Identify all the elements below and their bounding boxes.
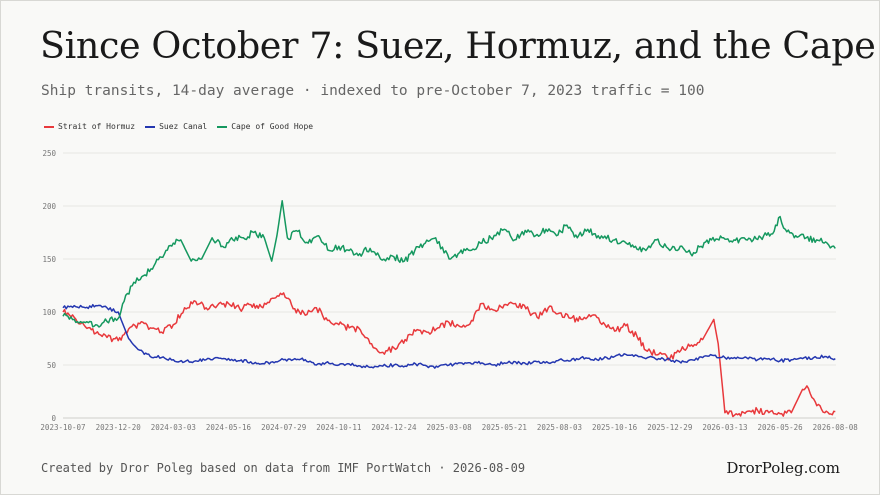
legend-item-suez: Suez Canal	[145, 122, 207, 131]
legend-label-hormuz: Strait of Hormuz	[58, 122, 136, 131]
chart-title: Since October 7: Suez, Hormuz, and the C…	[40, 24, 876, 67]
x-tick-label: 2025-05-21	[482, 423, 527, 432]
legend-swatch-hormuz	[44, 125, 54, 128]
x-tick-label: 2024-12-24	[371, 423, 417, 432]
source-note: Created by Dror Poleg based on data from…	[41, 461, 526, 475]
y-tick-label: 200	[42, 202, 56, 211]
series-line-suez-canal	[62, 303, 836, 369]
x-tick-label: 2025-08-03	[537, 423, 582, 432]
y-tick-label: 150	[42, 255, 56, 264]
x-tick-label: 2024-10-11	[316, 423, 361, 432]
x-tick-label: 2023-10-07	[40, 423, 85, 432]
series-line-strait-of-hormuz	[62, 292, 836, 418]
x-tick-label: 2025-03-08	[427, 423, 473, 432]
x-tick-label: 2025-10-16	[592, 423, 638, 432]
y-tick-label: 100	[42, 308, 56, 317]
brand-label: DrorPoleg.com	[726, 459, 840, 477]
x-tick-label: 2025-12-29	[647, 423, 692, 432]
x-tick-label: 2024-03-03	[151, 423, 196, 432]
y-tick-label: 0	[51, 414, 56, 423]
x-tick-label: 2023-12-20	[96, 423, 142, 432]
x-tick-label: 2026-03-13	[702, 423, 747, 432]
legend-label-suez: Suez Canal	[159, 122, 208, 131]
y-tick-label: 250	[42, 149, 56, 158]
y-tick-label: 50	[47, 361, 57, 370]
x-tick-label: 2024-07-29	[261, 423, 306, 432]
legend-item-hormuz: Strait of Hormuz	[44, 122, 135, 131]
x-tick-label: 2024-05-16	[206, 423, 252, 432]
legend-item-cape: Cape of Good Hope	[217, 122, 313, 131]
x-tick-label: 2026-08-08	[813, 423, 859, 432]
legend-swatch-cape	[217, 125, 228, 128]
legend-swatch-suez	[145, 125, 156, 128]
chart-subtitle: Ship transits, 14-day average · indexed …	[41, 83, 705, 99]
chart-legend: Strait of Hormuz Suez Canal Cape of Good…	[44, 122, 313, 131]
series-line-cape-of-good-hope	[62, 199, 836, 328]
legend-label-cape: Cape of Good Hope	[231, 122, 314, 131]
x-tick-label: 2026-05-26	[758, 423, 804, 432]
